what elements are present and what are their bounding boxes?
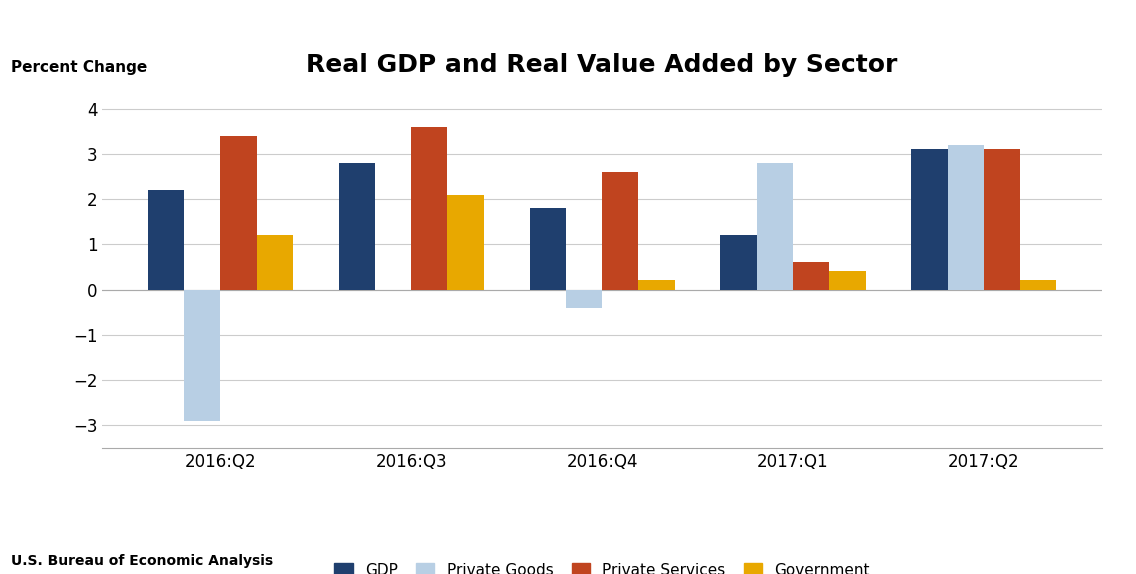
Bar	[720, 235, 757, 289]
Bar	[602, 172, 638, 289]
Bar	[757, 163, 793, 289]
Bar	[339, 163, 375, 289]
Bar	[984, 149, 1020, 289]
Bar	[184, 289, 220, 421]
Legend: GDP, Private Goods, Private Services, Government: GDP, Private Goods, Private Services, Go…	[328, 557, 876, 574]
Bar	[411, 127, 448, 289]
Bar	[793, 262, 829, 289]
Text: Percent Change: Percent Change	[11, 60, 148, 75]
Title: Real GDP and Real Value Added by Sector: Real GDP and Real Value Added by Sector	[307, 53, 897, 77]
Text: U.S. Bureau of Economic Analysis: U.S. Bureau of Economic Analysis	[11, 554, 274, 568]
Bar	[220, 136, 257, 289]
Bar	[566, 289, 602, 308]
Bar	[1020, 281, 1056, 289]
Bar	[529, 208, 566, 289]
Bar	[911, 149, 947, 289]
Bar	[947, 145, 984, 289]
Bar	[448, 195, 484, 289]
Bar	[638, 281, 675, 289]
Bar	[148, 190, 184, 289]
Bar	[829, 272, 866, 289]
Bar	[257, 235, 293, 289]
